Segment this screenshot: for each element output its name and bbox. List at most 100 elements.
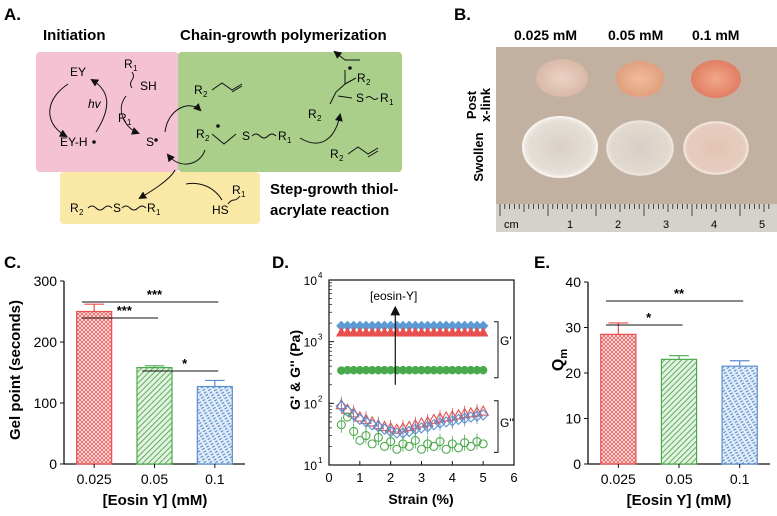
marker-diamond (452, 413, 465, 426)
marker-circle (398, 439, 408, 449)
monomer-bonds (211, 82, 243, 91)
hv-label: hv (88, 97, 102, 111)
r1-donor: R (232, 183, 241, 197)
marker-triangle (477, 404, 490, 416)
panel-c: C. Gel point (seconds) [Eosin Y] (mM) 0 1… (4, 253, 245, 509)
r1-adduct: R (278, 129, 287, 143)
panel-a: A. Initiation Chain-growth polymerizatio… (4, 5, 402, 224)
marker-circle (355, 435, 365, 446)
bar (660, 358, 698, 465)
marker-circle (478, 439, 488, 449)
marker-diamond (347, 409, 360, 421)
r1-product: R (147, 201, 156, 215)
x-tick-label: 6 (510, 470, 517, 485)
r2-polymer-top: R (357, 71, 366, 85)
d-gprime-label: G' (500, 334, 512, 348)
marker-circle (410, 435, 420, 446)
panel-c-letter: C. (4, 253, 21, 272)
y-tick-label: 10 (304, 459, 318, 473)
marker-circle (386, 437, 396, 447)
gel-swollen-0025 (522, 116, 598, 178)
marker-diamond (335, 400, 348, 412)
s-adduct: S (242, 129, 250, 143)
e-ylabel-sub: m (558, 349, 570, 359)
panel-b: B. 0.025 mM 0.05 mM 0.1 mM Post x-link S… (454, 5, 777, 232)
monomer2-bonds (347, 146, 379, 155)
marker-circle (441, 444, 451, 454)
s-radical-label: S (146, 135, 154, 149)
marker-triangle (464, 406, 477, 418)
marker-diamond (341, 405, 354, 417)
hs-wavy (227, 195, 241, 205)
marker-circle (404, 441, 414, 451)
r2-sub-polymer-top: 2 (366, 78, 371, 87)
c-ylabel: Gel point (seconds) (7, 300, 24, 440)
step-growth-arrow (138, 169, 176, 200)
marker-diamond (446, 415, 459, 427)
marker-diamond (360, 416, 372, 428)
d-xlabel: Strain (%) (388, 491, 453, 507)
marker-diamond (354, 413, 366, 426)
marker-diamond (477, 409, 489, 421)
y-tick-label: 30 (565, 320, 581, 336)
ey-label: EY (70, 65, 86, 79)
gel-post-0025 (536, 59, 588, 97)
x-tick-label: 0.025 (77, 471, 112, 487)
y-tick-exponent: 1 (318, 456, 323, 465)
bar (136, 367, 173, 465)
e-xlabel: [Eosin Y] (mM) (627, 492, 732, 509)
y-tick-label: 300 (34, 273, 58, 289)
panel-e-letter: E. (534, 253, 550, 272)
adduct-wavy (251, 133, 277, 139)
significance-label: *** (147, 287, 163, 302)
x-tick-label: 4 (449, 470, 456, 485)
marker-diamond (428, 418, 440, 431)
marker-diamond (378, 423, 391, 436)
panel-d-letter: D. (272, 253, 289, 272)
r1-sub-donor: 1 (241, 190, 246, 199)
marker-circle (453, 443, 464, 453)
marker-diamond (421, 420, 434, 433)
step-growth-title-line2: acrylate reaction (270, 202, 389, 219)
radical-dot (92, 140, 96, 144)
marker-diamond (415, 422, 428, 434)
significance-label: ** (674, 286, 685, 301)
ruler-num-5: 5 (759, 219, 765, 231)
marker-diamond (458, 412, 471, 425)
polymer-branch (344, 77, 357, 85)
marker-triangle (477, 326, 489, 337)
ruler-ticks (499, 204, 770, 216)
y-tick-label: 40 (565, 274, 581, 290)
marker-diamond (366, 418, 378, 431)
marker-circle (342, 412, 353, 422)
y-tick-label: 10 (565, 411, 581, 427)
propagation-arrow (164, 102, 202, 133)
y-tick-exponent: 3 (318, 333, 323, 342)
r1-label-mid: R (118, 111, 127, 125)
marker-circle (472, 437, 482, 447)
r1-sub-product: 1 (156, 208, 161, 217)
r1-sub-adduct: 1 (287, 136, 292, 145)
x-tick-label: 2 (387, 470, 394, 485)
marker-circle (367, 439, 377, 449)
polymer-wavy (365, 96, 379, 100)
adduct-bonds (211, 133, 237, 145)
marker-circle (466, 441, 476, 451)
chain-growth-box (178, 52, 402, 172)
y-tick-label: 20 (565, 365, 581, 381)
marker-triangle (440, 410, 453, 422)
y-tick-label: 0 (49, 456, 57, 472)
conc-label-2: 0.05 mM (608, 27, 663, 43)
x-tick-label: 0.1 (205, 471, 225, 487)
g-prime-bracket (494, 321, 499, 379)
product-wavy1 (87, 205, 113, 211)
r2-label-monomer: R (194, 83, 203, 97)
marker-circle (392, 444, 402, 454)
ruler-unit: cm (504, 219, 519, 231)
s-product: S (113, 201, 121, 215)
marker-circle (478, 365, 488, 375)
y-tick-label: 10 (304, 274, 318, 288)
